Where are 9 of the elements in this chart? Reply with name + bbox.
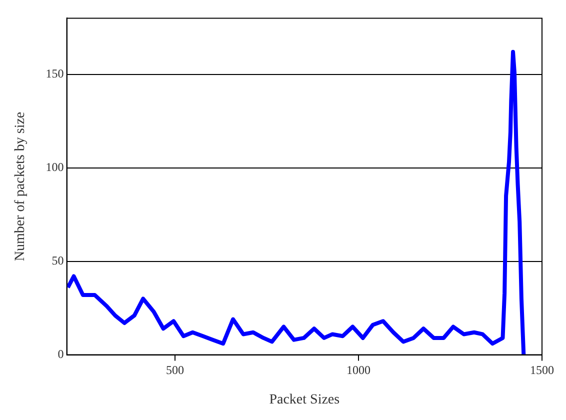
x-tick-label: 1000 <box>346 363 371 378</box>
y-tick-label: 100 <box>46 160 64 174</box>
x-tick-label: 500 <box>166 363 184 378</box>
y-tick-label: 0 <box>58 346 64 361</box>
y-tick-label: 150 <box>46 66 64 80</box>
x-axis-title: Packet Sizes <box>269 392 340 408</box>
y-tick-label: 50 <box>52 253 64 268</box>
x-tick-label: 1500 <box>530 363 554 378</box>
y-axis-title: Number of packets by size <box>13 112 28 262</box>
